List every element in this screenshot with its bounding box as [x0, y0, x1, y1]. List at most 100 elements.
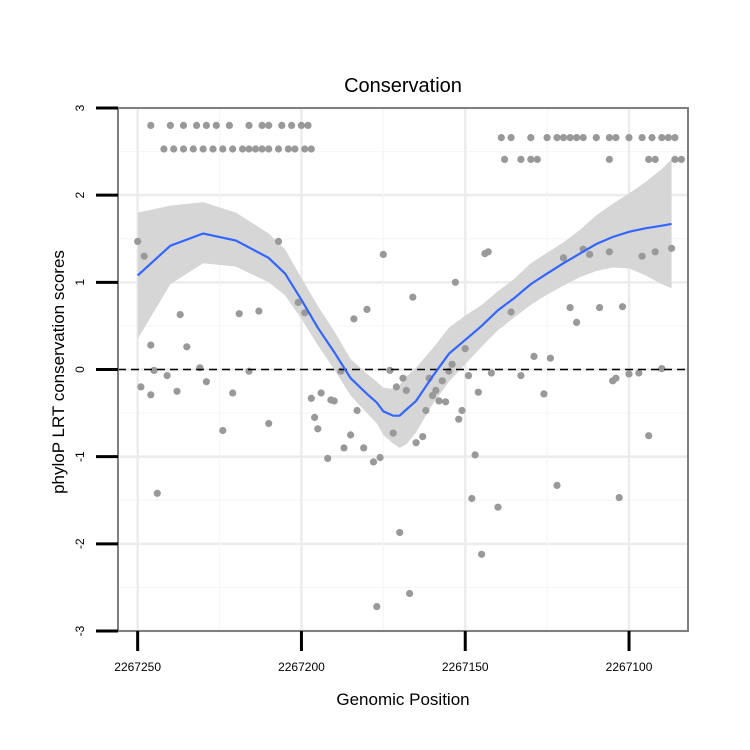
x-tick-label: 2267250 — [114, 660, 161, 674]
data-point — [605, 134, 614, 142]
y-tick-label: -3 — [73, 625, 87, 636]
data-point — [592, 134, 600, 142]
data-point — [471, 451, 479, 459]
data-point — [445, 367, 453, 375]
data-point — [432, 386, 440, 394]
data-point — [202, 121, 210, 129]
data-point — [147, 341, 155, 349]
data-point — [245, 121, 253, 129]
confidence-ribbon — [137, 159, 672, 448]
data-point — [517, 155, 525, 163]
data-point — [219, 426, 227, 435]
data-point — [170, 145, 178, 153]
data-point — [497, 134, 505, 142]
data-point — [134, 237, 142, 245]
data-point — [265, 145, 273, 153]
data-point — [252, 145, 260, 153]
data-point — [451, 278, 459, 286]
data-point — [258, 145, 266, 153]
data-point — [461, 345, 469, 353]
data-point — [304, 121, 312, 129]
data-point — [212, 121, 220, 129]
data-point — [291, 145, 299, 153]
data-point — [373, 603, 381, 611]
data-point — [245, 367, 253, 375]
data-point — [645, 432, 653, 440]
y-tick-label: 2 — [73, 192, 87, 199]
data-point — [579, 134, 587, 142]
data-point — [229, 145, 237, 153]
data-point — [284, 145, 292, 153]
smooth-fit-line — [136, 222, 672, 417]
data-point — [573, 318, 581, 326]
data-point — [389, 429, 397, 437]
data-point — [265, 121, 273, 129]
data-point — [468, 494, 476, 503]
data-point — [173, 387, 181, 395]
data-point — [484, 248, 492, 256]
y-tick-label: 0 — [73, 366, 87, 373]
axes: -3 -2 -1 0 1 2 3 2267250 2267200 2267150 2267100 — [73, 104, 653, 674]
data-point — [409, 293, 417, 301]
data-point — [160, 145, 168, 153]
data-point — [533, 155, 541, 163]
data-point — [353, 406, 361, 415]
data-point — [501, 155, 509, 163]
data-point — [422, 406, 430, 415]
data-point — [265, 419, 273, 428]
data-point — [402, 386, 410, 394]
data-point — [386, 366, 394, 374]
data-point — [553, 481, 561, 489]
data-point — [229, 389, 237, 397]
data-point — [324, 454, 332, 462]
data-point — [340, 444, 348, 452]
data-point — [658, 365, 666, 373]
data-point — [540, 390, 548, 398]
data-point — [330, 397, 338, 405]
data-point — [586, 250, 594, 258]
data-point — [596, 304, 604, 312]
data-point — [317, 389, 325, 397]
data-point — [235, 310, 243, 318]
data-point — [314, 425, 322, 433]
data-point — [651, 155, 659, 163]
data-point — [559, 254, 568, 262]
data-point — [455, 415, 463, 423]
chart-title: Conservation — [344, 75, 462, 97]
data-point — [150, 366, 158, 374]
data-point — [527, 134, 535, 142]
data-point — [176, 311, 184, 319]
data-point — [487, 369, 495, 377]
data-point — [199, 145, 207, 153]
data-point — [605, 155, 614, 163]
data-point — [147, 391, 155, 399]
data-point — [428, 392, 437, 400]
data-point — [448, 360, 456, 368]
data-point — [274, 237, 283, 245]
data-point — [625, 134, 633, 142]
data-point — [179, 121, 188, 129]
x-tick-label: 2267100 — [606, 660, 653, 674]
data-point — [517, 372, 525, 380]
data-point — [163, 372, 171, 380]
data-point — [193, 121, 201, 129]
data-point — [464, 372, 473, 380]
data-point — [219, 145, 227, 153]
data-point — [396, 528, 404, 537]
data-point — [147, 121, 155, 129]
data-point — [153, 489, 161, 497]
data-point — [664, 134, 672, 142]
data-point — [618, 303, 627, 311]
data-point — [612, 134, 620, 142]
data-point — [179, 145, 188, 153]
data-point — [311, 413, 319, 421]
data-point — [189, 145, 197, 153]
data-point — [392, 383, 400, 391]
data-point — [274, 145, 283, 153]
data-point — [196, 364, 204, 372]
data-point — [347, 431, 355, 439]
data-point — [297, 121, 305, 129]
data-point — [140, 252, 148, 260]
data-point — [645, 155, 653, 163]
